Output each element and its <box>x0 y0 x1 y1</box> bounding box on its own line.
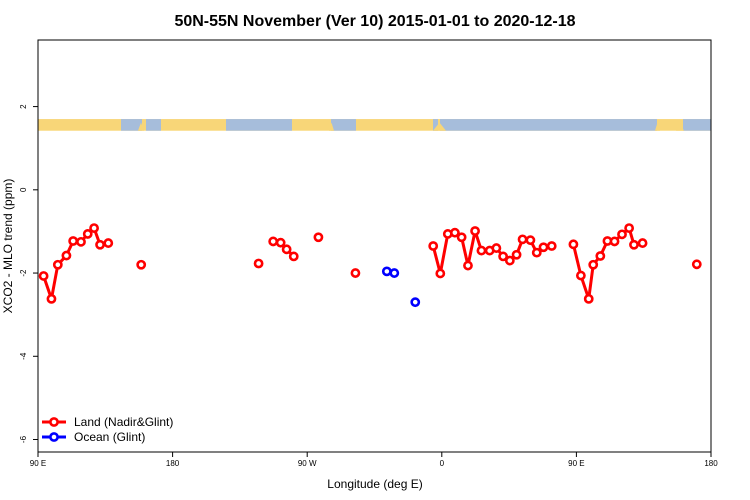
data-point <box>691 259 702 270</box>
data-point <box>428 241 439 251</box>
data-point <box>491 243 502 253</box>
x-tick-label: 90 E <box>30 459 46 468</box>
data-point <box>456 232 467 243</box>
data-point <box>498 251 509 262</box>
data-point <box>531 247 542 258</box>
x-axis-label: Longitude (deg E) <box>327 477 422 491</box>
data-point <box>504 255 515 266</box>
data-point <box>389 268 400 278</box>
data-point <box>275 237 286 248</box>
data-point <box>89 223 99 234</box>
map-coast-wedge <box>329 122 334 131</box>
map-coast-wedge <box>433 122 446 131</box>
data-point <box>583 293 594 304</box>
data-point <box>511 249 522 260</box>
map-ocean-segment <box>121 119 142 131</box>
x-tick-label: 90 W <box>298 459 317 468</box>
world-map-strip <box>38 119 711 131</box>
x-axis: 90 E 180 90 W 0 90 E 180 <box>30 452 718 468</box>
data-point <box>629 239 639 250</box>
map-ocean-segment <box>683 119 711 131</box>
y-tick-label: -4 <box>19 352 28 360</box>
y-tick-label: -6 <box>19 435 28 443</box>
legend-label: Ocean (Glint) <box>74 430 145 444</box>
map-ocean-segment <box>146 119 161 131</box>
data-point <box>61 250 72 261</box>
legend: Land (Nadir&Glint)Ocean (Glint) <box>42 415 173 444</box>
data-point <box>575 270 586 281</box>
legend-swatch-marker <box>49 417 59 427</box>
data-point <box>624 223 635 234</box>
map-ocean-segment <box>226 119 292 131</box>
data-point <box>253 258 264 269</box>
y-tick-label: 2 <box>19 104 28 109</box>
data-point <box>476 245 487 256</box>
data-point <box>268 236 279 247</box>
map-ocean-segment <box>433 119 438 131</box>
map-coast-wedge <box>655 122 660 131</box>
x-tick-label: 180 <box>704 459 718 468</box>
legend-swatch-marker <box>49 432 59 442</box>
series-land <box>38 223 702 304</box>
data-point <box>538 242 549 253</box>
data-point <box>595 251 606 261</box>
x-tick-label: 180 <box>166 459 180 468</box>
y-tick-label: 0 <box>19 187 28 192</box>
y-axis: 2 0 -2 -4 -6 <box>19 104 38 443</box>
series-ocean <box>381 266 421 308</box>
data-point <box>95 239 105 250</box>
data-point <box>68 236 79 246</box>
legend-label: Land (Nadir&Glint) <box>74 415 173 429</box>
map-ocean-segment <box>440 119 657 131</box>
data-point <box>517 234 528 245</box>
chart-title: 50N-55N November (Ver 10) 2015-01-01 to … <box>174 13 575 30</box>
map-ocean-segment <box>331 119 356 131</box>
data-point <box>410 297 421 308</box>
data-point <box>568 239 579 250</box>
data-point <box>136 259 147 270</box>
x-tick-label: 0 <box>440 459 445 468</box>
data-point <box>38 271 49 281</box>
data-point <box>617 229 627 240</box>
data-point <box>381 266 392 277</box>
data-point <box>281 244 292 255</box>
data-point <box>609 236 620 247</box>
data-point <box>52 259 63 270</box>
data-point <box>435 268 446 279</box>
data-point <box>449 227 460 238</box>
map-coast-wedge <box>676 122 684 131</box>
data-point <box>46 293 57 304</box>
data-point <box>350 268 361 278</box>
x-tick-label: 90 E <box>568 459 584 468</box>
data-point <box>470 226 480 236</box>
data-point <box>82 229 93 239</box>
map-land-band <box>38 119 711 131</box>
data-point <box>103 238 114 248</box>
data-point <box>313 232 324 243</box>
series-layer <box>38 223 702 308</box>
data-point <box>463 260 473 271</box>
map-coast-wedge <box>138 122 144 131</box>
y-tick-label: -2 <box>19 269 28 277</box>
data-point <box>76 236 86 247</box>
data-point <box>546 241 557 251</box>
data-point <box>588 259 599 270</box>
data-point <box>525 235 536 246</box>
data-point <box>288 251 299 262</box>
plot-frame <box>37 39 712 453</box>
data-point <box>637 238 648 248</box>
y-axis-label: XCO2 - MLO trend (ppm) <box>1 179 15 314</box>
